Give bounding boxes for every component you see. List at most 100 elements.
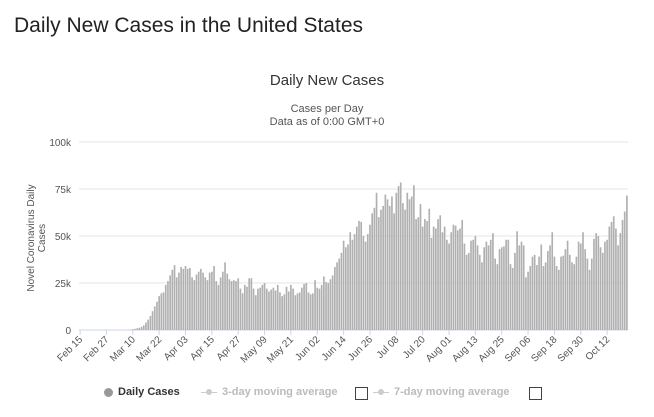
bar [597,236,600,330]
bar [626,195,628,330]
bar [355,226,358,330]
bar [584,249,587,330]
bar [522,245,525,330]
bar [316,287,319,330]
bar [465,254,468,330]
bar [134,328,136,330]
bar [463,243,466,330]
bar [380,209,382,330]
bar [360,221,363,330]
legend-7day-average[interactable]: 7-day moving average [373,386,510,398]
bar [342,240,345,330]
bar [595,233,597,330]
x-tick-label: May 21 [265,334,296,365]
bar [557,269,560,330]
bar [351,239,354,330]
x-tick-label: Sep 30 [556,334,586,364]
bar [388,205,391,330]
bar [219,277,222,330]
bar [612,216,615,330]
bar [397,186,400,330]
checkbox-3day-average[interactable] [355,387,368,400]
bar [452,224,455,330]
bar [621,220,624,330]
bar [290,284,292,330]
bar [516,231,518,330]
bar [432,226,435,330]
x-tick-label: Jun 26 [346,334,375,363]
bar [314,280,316,330]
bar [549,245,551,330]
bar [186,268,189,330]
bar [281,296,283,330]
bar [294,295,297,330]
bar [296,293,299,330]
bar [520,241,523,330]
bar [217,284,220,330]
x-tick-label: Oct 12 [584,334,613,363]
bar [467,252,470,330]
bar [272,287,275,330]
bar [421,226,424,330]
bar [496,264,499,330]
bar [439,215,442,330]
bar [571,262,573,330]
bar [131,329,134,330]
bar [158,296,160,330]
bar [562,255,565,330]
bar [318,288,321,330]
bar [426,220,428,330]
bar [487,245,490,330]
bar [162,292,165,330]
bar [312,293,314,330]
bar [171,269,174,330]
bar [481,262,483,330]
legend-daily-cases[interactable]: Daily Cases [104,386,180,398]
bar [623,211,626,330]
bar [358,220,360,330]
chart-title: Daily New Cases [269,72,385,89]
bar [553,256,556,330]
bar [323,276,325,330]
bar [575,256,578,330]
bar [243,284,246,330]
bar [608,226,611,330]
bar [292,288,294,330]
bar [604,241,606,330]
bar [391,196,393,330]
bar [402,203,404,330]
bar [206,280,209,330]
bar [404,209,406,330]
checkbox-7day-average[interactable] [529,387,542,400]
bar [568,254,571,330]
x-tick-label: Jun 14 [320,334,349,363]
x-tick-label: Feb 27 [82,334,112,364]
bar [250,278,253,330]
bar [369,224,371,330]
bar [527,271,529,330]
bar [237,278,240,330]
bar [489,239,492,330]
bar [533,254,536,330]
bar [476,245,479,330]
bar [333,267,336,330]
bar [222,271,224,330]
legend-3day-average[interactable]: 3-day moving average [201,386,338,398]
bar [617,245,619,330]
bar [184,266,187,330]
bar [344,247,347,330]
bar [193,280,196,330]
bar [338,258,341,330]
bar [536,265,538,330]
bar [478,254,481,330]
legend: Daily Cases 3-day moving average 7-day m… [0,384,654,404]
bar [261,284,264,330]
bar [599,247,602,330]
bar [459,228,461,330]
legend-marker-icon [104,387,113,397]
bar [263,283,266,330]
bar [566,240,569,330]
bar [441,232,444,330]
bar [224,262,226,330]
page-title: Daily New Cases in the United States [14,14,363,37]
